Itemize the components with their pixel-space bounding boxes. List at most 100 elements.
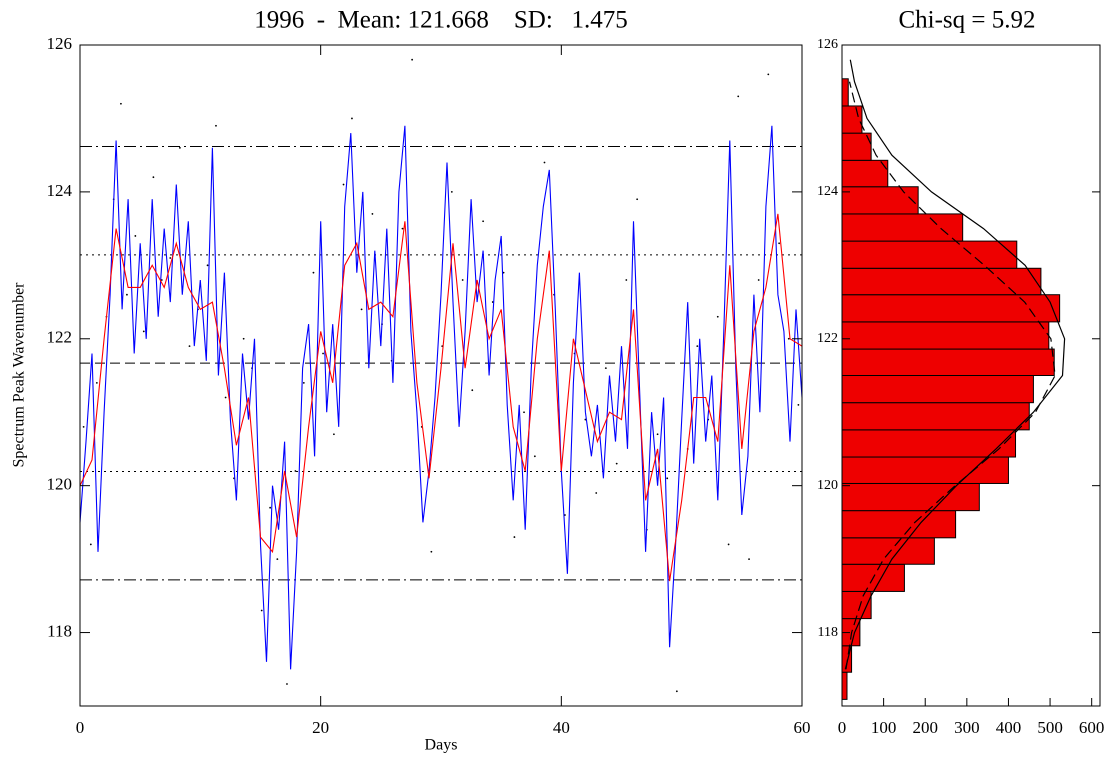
data-dot xyxy=(595,492,598,494)
data-dot xyxy=(401,227,404,230)
data-dot xyxy=(134,235,137,237)
data-dot xyxy=(269,506,272,509)
data-dot xyxy=(533,455,536,458)
x-tick-label: 0 xyxy=(76,718,85,737)
data-dot xyxy=(757,279,760,281)
histogram-bar xyxy=(841,671,848,700)
x-axis-label: Days xyxy=(425,737,458,754)
data-dot xyxy=(126,293,128,296)
data-dot xyxy=(294,470,297,472)
histogram-bar xyxy=(841,132,872,161)
y-tick-label: 126 xyxy=(817,37,838,52)
data-dot xyxy=(737,95,740,98)
data-dot xyxy=(142,330,145,333)
histogram-bar xyxy=(841,267,1042,296)
data-dot xyxy=(312,271,315,274)
data-dot xyxy=(120,102,122,105)
x-tick-label: 500 xyxy=(1037,718,1063,737)
data-dot xyxy=(797,403,800,406)
histogram-bar xyxy=(841,402,1030,431)
data-dot xyxy=(450,190,453,193)
y-axis-label: Spectrum Peak Wavenumber xyxy=(11,282,28,468)
plot-frame xyxy=(841,44,1101,707)
y-tick-label: 126 xyxy=(47,34,73,53)
data-dot xyxy=(342,183,345,186)
x-tick-label: 0 xyxy=(838,718,847,737)
y-tick-label: 118 xyxy=(818,625,838,640)
x-tick-label: 60 xyxy=(794,718,811,737)
data-dot xyxy=(430,550,433,553)
data-dot xyxy=(302,381,305,384)
data-dot xyxy=(260,609,263,612)
data-dot xyxy=(656,433,659,436)
histogram-bar xyxy=(841,78,849,107)
data-dot xyxy=(625,279,628,281)
plot-frame xyxy=(79,44,803,707)
data-dot xyxy=(215,124,217,127)
data-dot xyxy=(615,462,618,465)
data-dot xyxy=(333,433,335,436)
x-tick-label: 200 xyxy=(912,718,938,737)
fit-curve xyxy=(844,59,1066,670)
data-line xyxy=(79,125,803,670)
histogram-bar xyxy=(841,429,1017,458)
data-dot xyxy=(188,345,191,348)
data-dot xyxy=(322,352,324,355)
data-dot xyxy=(767,73,770,76)
data-dot xyxy=(564,514,566,516)
data-dot xyxy=(242,337,245,340)
y-tick-label: 120 xyxy=(47,475,73,494)
data-line xyxy=(79,213,803,582)
data-dot xyxy=(787,337,790,340)
y-tick-label: 122 xyxy=(47,328,73,347)
data-dot xyxy=(152,176,155,179)
data-dot xyxy=(351,117,353,120)
x-tick-label: 300 xyxy=(954,718,980,737)
data-dot xyxy=(160,279,163,281)
histogram-bar xyxy=(841,240,1018,269)
data-dot xyxy=(716,315,719,318)
x-tick-label: 600 xyxy=(1079,718,1105,737)
data-dot xyxy=(371,213,374,215)
data-dot xyxy=(82,426,85,428)
histogram-bar xyxy=(841,213,964,242)
x-tick-label: 40 xyxy=(553,718,570,737)
fit-curve xyxy=(845,81,1056,670)
histogram-title: Chi-sq = 5.92 xyxy=(898,7,1035,34)
data-dot xyxy=(276,558,279,561)
data-dot xyxy=(666,477,669,480)
data-dot xyxy=(727,543,730,546)
data-dot xyxy=(778,242,781,245)
histogram-bar xyxy=(841,348,1055,376)
histogram-bar xyxy=(841,482,980,512)
data-dot xyxy=(482,220,485,223)
data-dot xyxy=(696,345,699,348)
data-dot xyxy=(95,381,98,384)
data-dot xyxy=(169,257,172,259)
x-tick-label: 400 xyxy=(996,718,1022,737)
chart-title: 1996 - Mean: 121.668 SD: 1.475 xyxy=(254,7,628,34)
x-tick-label: 100 xyxy=(871,718,897,737)
y-tick-label: 118 xyxy=(47,621,72,640)
data-dot xyxy=(636,198,639,201)
data-dot xyxy=(286,683,288,685)
y-tick-label: 120 xyxy=(817,478,838,493)
histogram-bar xyxy=(841,590,872,620)
data-dot xyxy=(360,308,363,311)
histogram-bar xyxy=(841,321,1050,350)
data-dot xyxy=(206,264,209,267)
data-dot xyxy=(461,279,464,281)
data-dot xyxy=(543,161,546,164)
x-tick-label: 20 xyxy=(312,718,329,737)
data-dot xyxy=(523,411,525,414)
y-tick-label: 122 xyxy=(817,331,838,346)
data-dot xyxy=(748,558,750,561)
data-dot xyxy=(675,690,678,693)
histogram-bar xyxy=(841,537,935,565)
histogram-bar xyxy=(841,159,889,188)
data-dot xyxy=(471,389,474,392)
data-dot xyxy=(224,396,227,399)
data-dot xyxy=(502,271,505,274)
histogram-bar xyxy=(841,186,919,215)
